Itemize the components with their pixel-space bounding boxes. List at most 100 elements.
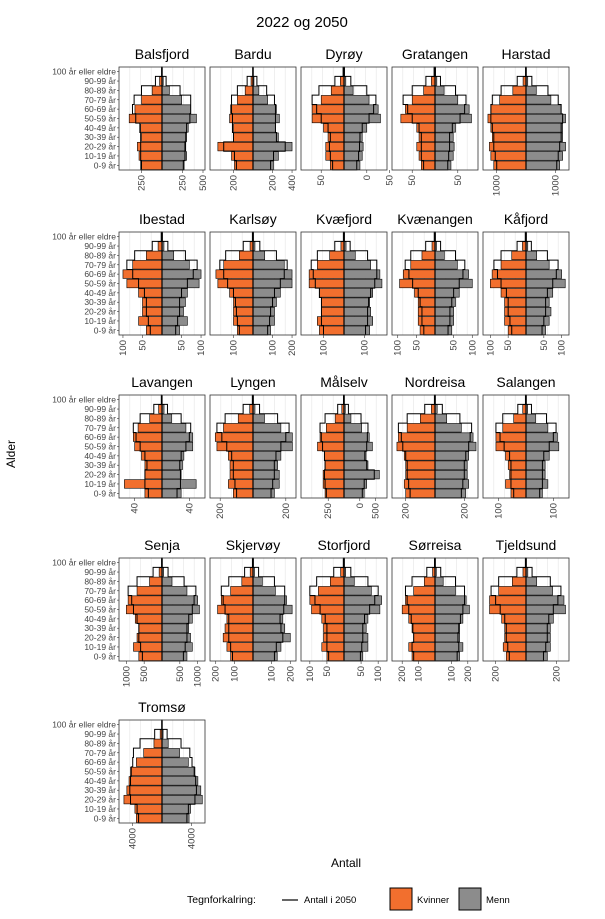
- bar-menn: [252, 104, 277, 114]
- bar-menn: [434, 325, 453, 335]
- bar-kvinner: [499, 95, 527, 105]
- bar-menn: [434, 316, 454, 326]
- bar-menn: [252, 441, 293, 452]
- bar-kvinner: [322, 469, 345, 480]
- panel-title: Balsfjord: [135, 46, 189, 62]
- y-tick-label: 50-59 år: [84, 767, 116, 777]
- x-tick-label: 50: [449, 340, 460, 351]
- bar-menn: [525, 123, 563, 133]
- y-tick-label: 80-89 år: [84, 576, 116, 586]
- chart-title: 2022 og 2050: [256, 14, 348, 31]
- bar-menn: [434, 595, 467, 605]
- bar-kvinner: [144, 460, 163, 470]
- panel-harstad: Harstad 1000 1000: [482, 46, 570, 196]
- panel-gratangen: Gratangen 50 50: [391, 46, 479, 186]
- bar-menn: [434, 623, 460, 633]
- bar-kvinner: [239, 250, 254, 261]
- bar-kvinner: [217, 604, 254, 615]
- bar-menn: [434, 288, 460, 298]
- bar-menn: [434, 469, 468, 480]
- x-tick-label: 200: [287, 340, 298, 356]
- bar-menn: [434, 278, 473, 289]
- bar-kvinner: [502, 642, 527, 652]
- bar-kvinner: [416, 141, 436, 152]
- bar-kvinner: [138, 288, 163, 298]
- bar-menn: [161, 757, 189, 767]
- panel-frame: [482, 231, 570, 336]
- outline-2050-menn: [252, 66, 286, 171]
- x-tick-label: 200: [211, 666, 222, 682]
- outline-2050-kvinner: [397, 394, 435, 499]
- bar-kvinner: [420, 413, 436, 424]
- bar-menn: [161, 469, 182, 480]
- bar-kvinner: [413, 632, 436, 643]
- bar-menn: [252, 479, 280, 489]
- bar-menn: [525, 642, 551, 652]
- legend-menn-swatch: [458, 887, 482, 911]
- panel-title: Sørreisa: [409, 537, 462, 553]
- bar-menn: [252, 586, 276, 596]
- bar-kvinner: [498, 586, 527, 596]
- x-tick-label: 200: [459, 503, 470, 519]
- x-tick-label: 200: [285, 666, 296, 682]
- bar-menn: [434, 104, 470, 114]
- bar-menn: [161, 160, 185, 170]
- panel-title: Storfjord: [318, 537, 371, 553]
- y-tick-label: 70-79 år: [84, 423, 116, 433]
- bar-menn: [343, 432, 370, 442]
- y-tick-label: 30-39 år: [84, 132, 116, 142]
- panel-frame: [391, 66, 479, 171]
- bar-kvinner: [398, 432, 436, 442]
- bar-kvinner: [308, 278, 345, 289]
- y-tick-label: 90-99 år: [84, 404, 116, 414]
- y-tick-label: 40-49 år: [84, 288, 116, 298]
- outline-2050-kvinner: [319, 394, 344, 499]
- bar-menn: [252, 269, 293, 279]
- bar-kvinner: [493, 160, 527, 170]
- y-tick-label: 100 år eller eldre: [52, 558, 116, 568]
- bar-kvinner: [326, 651, 345, 661]
- bar-menn: [161, 614, 193, 624]
- bar-kvinner: [124, 479, 163, 489]
- y-tick-label: 90-99 år: [84, 241, 116, 251]
- bar-kvinner: [126, 785, 163, 795]
- bar-kvinner: [502, 423, 527, 433]
- panel-kvænangen: Kvænangen 100 50 50 100: [391, 211, 479, 356]
- bar-kvinner: [136, 813, 163, 823]
- bar-kvinner: [149, 413, 163, 424]
- bar-menn: [525, 604, 566, 615]
- y-tick-label: 50-59 år: [84, 279, 116, 289]
- bar-kvinner: [401, 604, 436, 615]
- bar-kvinner: [134, 614, 163, 624]
- outline-2050-menn: [343, 66, 377, 171]
- bar-menn: [252, 151, 279, 161]
- bar-menn: [252, 141, 293, 152]
- x-tick-label: 50: [322, 666, 333, 677]
- bar-kvinner: [507, 325, 527, 335]
- bar-kvinner: [487, 113, 527, 124]
- bar-kvinner: [421, 250, 436, 261]
- y-tick-label: 70-79 år: [84, 586, 116, 596]
- bar-kvinner: [146, 250, 163, 261]
- x-tick-label: 100: [494, 503, 505, 519]
- panel-frame: [482, 394, 570, 499]
- bar-kvinner: [142, 306, 163, 317]
- y-tick-label: 40-49 år: [84, 614, 116, 624]
- bar-kvinner: [228, 479, 254, 489]
- bar-menn: [252, 469, 280, 480]
- outline-2050-kvinner: [131, 66, 163, 171]
- bar-kvinner: [419, 325, 436, 335]
- outline-2050-kvinner: [490, 66, 527, 171]
- bar-kvinner: [403, 269, 436, 279]
- bar-kvinner: [330, 576, 345, 587]
- x-tick-label: 100: [557, 340, 568, 356]
- y-tick-label: 50-59 år: [84, 114, 116, 124]
- bar-kvinner: [317, 260, 345, 270]
- y-tick-label: 60-69 år: [84, 269, 116, 279]
- x-tick-label: 250: [323, 503, 334, 519]
- bar-kvinner: [237, 95, 254, 105]
- bar-menn: [252, 451, 282, 461]
- bar-menn: [161, 632, 191, 643]
- bar-menn: [434, 260, 458, 270]
- bar-kvinner: [140, 123, 163, 133]
